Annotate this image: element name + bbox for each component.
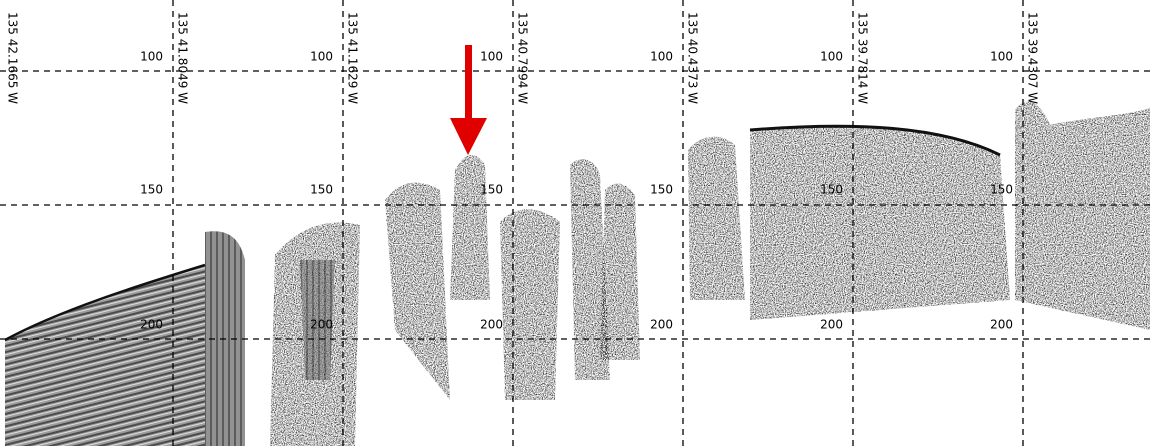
depth-label: 150 bbox=[990, 183, 1013, 197]
depth-label: 100 bbox=[990, 50, 1013, 64]
depth-label: 200 bbox=[650, 318, 673, 332]
depth-label: 100 bbox=[820, 50, 843, 64]
longitude-label: 135 40.4373 W bbox=[686, 12, 700, 104]
depth-label: 200 bbox=[480, 318, 503, 332]
depth-label: 100 bbox=[650, 50, 673, 64]
depth-label: 200 bbox=[990, 318, 1013, 332]
depth-label: 200 bbox=[140, 318, 163, 332]
longitude-label: 135 40.7994 W bbox=[516, 12, 530, 104]
depth-label: 100 bbox=[310, 50, 333, 64]
depth-label: 150 bbox=[820, 183, 843, 197]
depth-label: 200 bbox=[310, 318, 333, 332]
depth-label: 200 bbox=[820, 318, 843, 332]
depth-label: 100 bbox=[140, 50, 163, 64]
longitude-label: 135 39.4307 W bbox=[1026, 12, 1040, 104]
depth-label: 150 bbox=[650, 183, 673, 197]
longitude-label: 135 42.1665 W bbox=[6, 12, 20, 104]
seafloor bbox=[5, 102, 1150, 446]
depth-label: 150 bbox=[140, 183, 163, 197]
sonar-profile: 135 42.1665 W 135 41.8049 W 135 41.1629 W 1… bbox=[0, 0, 1150, 446]
longitude-label: 135 41.1629 W bbox=[346, 12, 360, 104]
depth-label: 100 bbox=[480, 50, 503, 64]
depth-label: 150 bbox=[310, 183, 333, 197]
depth-label: 150 bbox=[480, 183, 503, 197]
longitude-label: 135 39.7814 W bbox=[856, 12, 870, 104]
longitude-label: 135 41.8049 W bbox=[176, 12, 190, 104]
